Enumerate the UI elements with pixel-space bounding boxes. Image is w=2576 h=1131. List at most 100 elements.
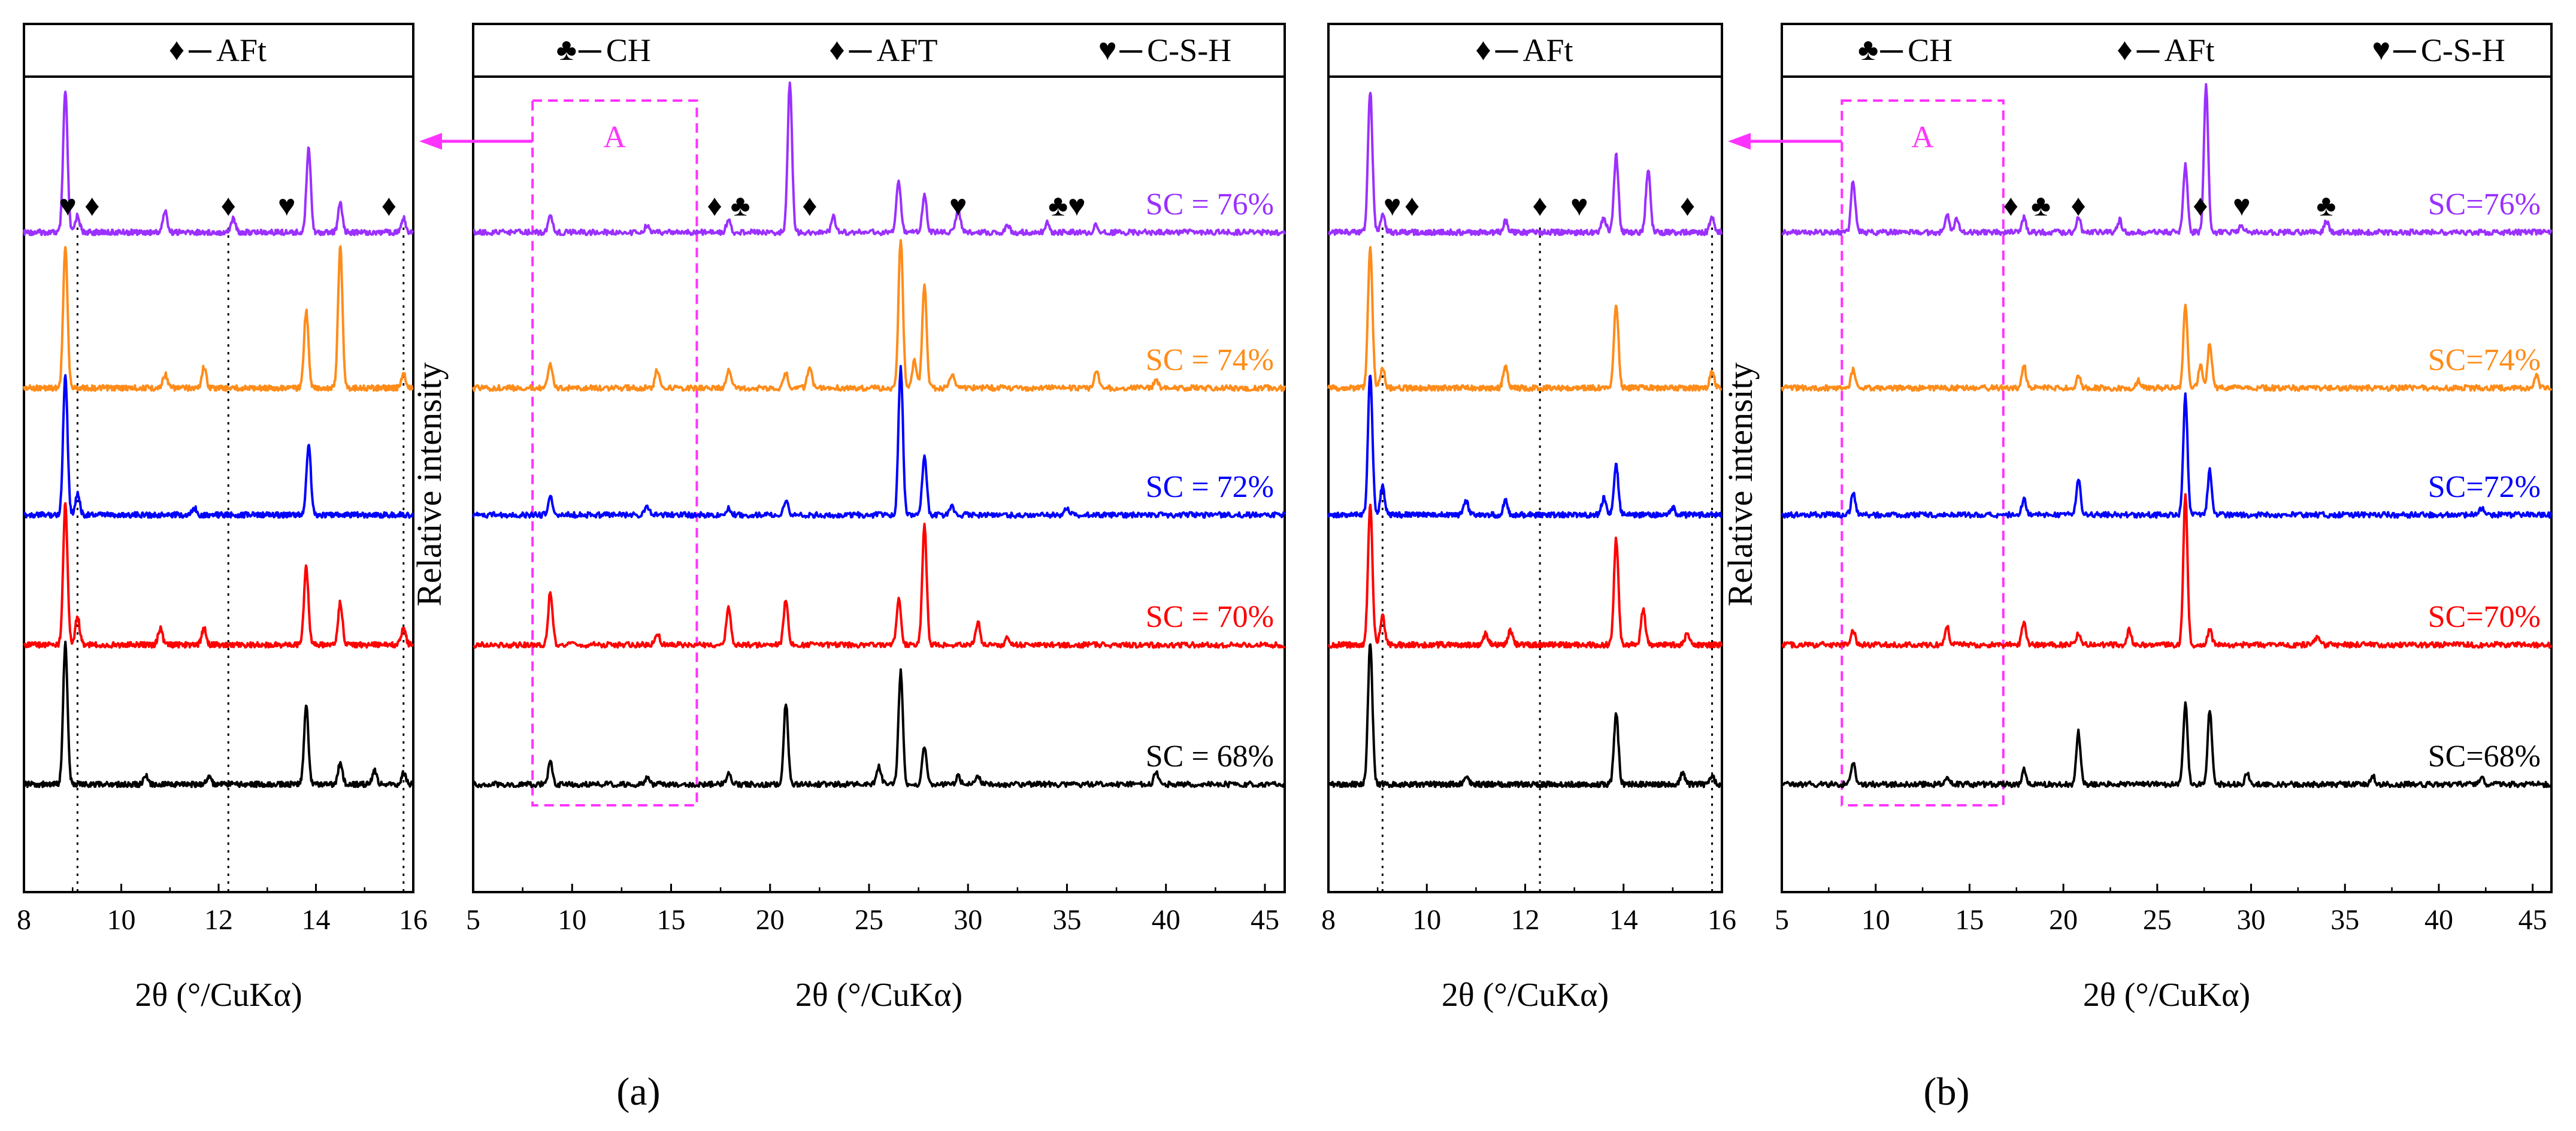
- x-tick-label: 40: [2424, 904, 2453, 936]
- x-axis-label: 2θ (°/CuKα): [2083, 977, 2250, 1014]
- x-tick-label: 35: [2330, 904, 2359, 936]
- series-trace: [23, 502, 414, 649]
- series-4: [23, 641, 414, 789]
- peak-marker: ♦: [84, 189, 100, 222]
- series-3: SC=70%: [1781, 493, 2553, 649]
- plot-frame: [1781, 23, 2553, 893]
- peak-marker: ♦: [2071, 189, 2086, 222]
- series-1: SC = 74%: [472, 239, 1286, 392]
- series-trace: [23, 641, 414, 789]
- series-label: SC = 70%: [1146, 600, 1274, 634]
- series-3: SC = 70%: [473, 523, 1286, 649]
- peak-marker: ♦: [1680, 189, 1696, 222]
- peak-marker: ♥: [278, 189, 296, 222]
- x-tick-label: 20: [2049, 904, 2078, 936]
- region-box-label: A: [604, 120, 626, 154]
- peak-marker: ♣: [2031, 189, 2051, 222]
- y-axis-label: Relative intensity: [410, 362, 449, 607]
- series-1: [23, 245, 414, 392]
- x-tick-label: 45: [2519, 904, 2547, 936]
- series-label: SC=68%: [2428, 739, 2541, 774]
- x-tick-label: 10: [1412, 904, 1441, 936]
- series-trace: [1327, 374, 1723, 519]
- chart-a-main: ♣ CH ♦ AFT ♥ C-S-H 5 10 15 20 25 30 35 40 45 2θ (°/CuKα…: [410, 23, 1286, 1014]
- peak-annotation: ♣: [2316, 189, 2336, 222]
- x-tick-label: 8: [1321, 904, 1336, 936]
- legend-symbol: ♥: [1098, 33, 1117, 67]
- x-tick-label: 8: [17, 904, 31, 936]
- peak-annotation: ♥: [1384, 189, 1401, 222]
- series-4: [1327, 643, 1723, 789]
- series-trace: [23, 90, 414, 236]
- peak-marker: ♥: [1384, 189, 1401, 222]
- x-tick-label: 10: [558, 904, 586, 936]
- series-trace: [1328, 92, 1723, 236]
- peak-annotation: ♣: [731, 189, 750, 222]
- series-trace: [1327, 504, 1723, 649]
- x-tick-label: 12: [204, 904, 233, 936]
- series-4: SC=68%: [1781, 701, 2553, 789]
- x-tick-label: 15: [1955, 904, 1984, 936]
- x-tick-label: 16: [399, 904, 428, 936]
- series-1: [1327, 245, 1723, 392]
- x-tick-label: 30: [953, 904, 982, 936]
- series-2: [23, 374, 414, 519]
- legend-label: CH: [606, 32, 651, 68]
- series-trace: [23, 245, 414, 392]
- series-3: [1327, 504, 1723, 649]
- x-tick-label: 35: [1052, 904, 1081, 936]
- series-0: [23, 90, 414, 236]
- peak-marker: ♣: [731, 189, 750, 222]
- series-trace: [473, 523, 1286, 649]
- series-label: SC = 72%: [1146, 470, 1274, 504]
- zoom-arrow-head: [1728, 133, 1751, 150]
- plot-frame: [472, 23, 1286, 893]
- series-0: SC=76%: [1781, 83, 2553, 236]
- x-tick-label: 40: [1152, 904, 1180, 936]
- legend-symbol: ♦: [1475, 33, 1491, 67]
- peak-marker: ♦: [382, 189, 397, 222]
- x-tick-label: 15: [656, 904, 685, 936]
- legend-symbol: ♣: [1858, 33, 1878, 67]
- series-2: SC = 72%: [472, 365, 1286, 519]
- region-box-a: [1841, 99, 2005, 806]
- series-label: SC = 74%: [1146, 343, 1274, 377]
- peak-annotation: ♣: [2031, 189, 2051, 222]
- series-trace: [472, 239, 1286, 392]
- legend-entry: ♣ CH: [1858, 32, 1953, 68]
- x-tick-label: 25: [2143, 904, 2172, 936]
- legend-entry: ♥ C-S-H: [1098, 32, 1231, 68]
- peak-marker: ♦: [1532, 189, 1548, 222]
- peak-annotation: ♥: [949, 189, 967, 222]
- peak-annotation: ♥: [2233, 189, 2251, 222]
- peak-marker: ♥: [2233, 189, 2251, 222]
- peak-annotation: ♦: [707, 189, 722, 222]
- series-1: SC=74%: [1781, 304, 2553, 392]
- peak-annotation: ♥: [278, 189, 296, 222]
- zoom-arrow-head: [419, 133, 442, 150]
- x-tick-label: 25: [855, 904, 883, 936]
- x-tick-label: 12: [1511, 904, 1540, 936]
- legend-entry: ♣ CH: [556, 32, 651, 68]
- legend-label: AFt: [216, 32, 267, 68]
- peak-annotation: ♥: [59, 189, 77, 222]
- peak-annotation: ♦: [1532, 189, 1548, 222]
- x-tick-label: 5: [466, 904, 480, 936]
- series-trace: [1781, 392, 2553, 519]
- peak-annotation: ♦: [802, 189, 818, 222]
- chart-b-main: ♣ CH ♦ AFt ♥ C-S-H 5 10 15 20 25 30 35 40 45 2θ (°/CuKα…: [1721, 23, 2553, 1014]
- series-trace: [1781, 83, 2553, 236]
- series-trace: [1327, 245, 1723, 392]
- peak-annotation: ♦: [1404, 189, 1420, 222]
- x-axis-label: 2θ (°/CuKα): [1442, 977, 1609, 1014]
- series-trace: [472, 668, 1286, 789]
- series-trace: [23, 374, 414, 519]
- series-trace: [472, 365, 1286, 519]
- panel-label-b: (b): [1924, 1070, 1970, 1114]
- legend-entry: ♥ C-S-H: [2372, 32, 2505, 68]
- peak-marker: ♦: [802, 189, 818, 222]
- peak-marker: ♥: [1570, 189, 1588, 222]
- legend-symbol: ♣: [556, 33, 577, 67]
- region-box-a: [531, 99, 698, 806]
